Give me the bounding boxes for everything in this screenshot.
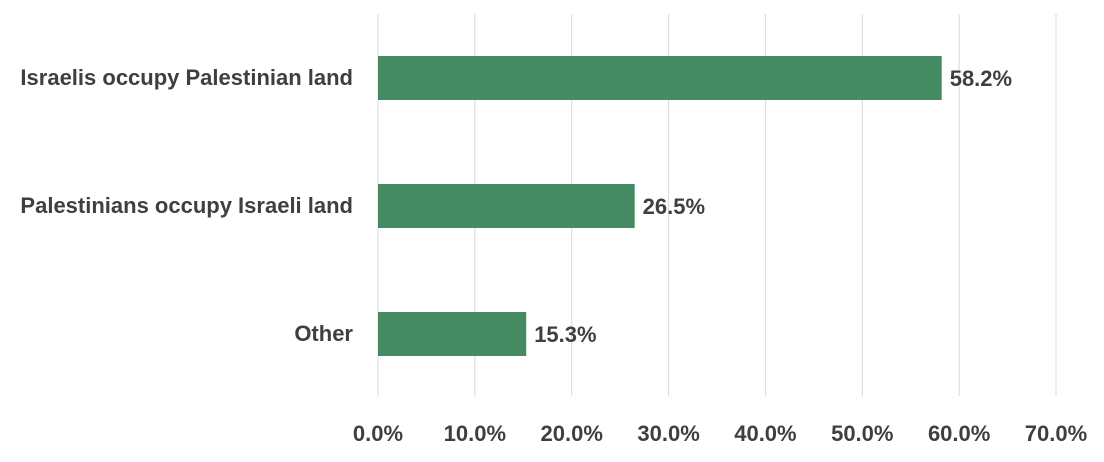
bar (378, 184, 635, 228)
x-tick-label: 20.0% (541, 421, 603, 446)
data-label: 58.2% (950, 66, 1012, 91)
category-labels: Israelis occupy Palestinian land Palestin… (20, 65, 353, 346)
x-tick-label: 10.0% (444, 421, 506, 446)
data-label: 15.3% (534, 322, 596, 347)
category-label: Palestinians occupy Israeli land (20, 193, 353, 218)
category-label: Israelis occupy Palestinian land (20, 65, 353, 90)
category-label: Other (294, 321, 353, 346)
data-labels: 58.2% 26.5% 15.3% (534, 66, 1012, 347)
data-label: 26.5% (643, 194, 705, 219)
bar (378, 312, 527, 356)
x-tick-label: 30.0% (637, 421, 699, 446)
x-tick-label: 0.0% (353, 421, 403, 446)
x-tick-labels: 0.0% 10.0% 20.0% 30.0% 40.0% 50.0% 60.0% 70.0% (353, 421, 1087, 446)
x-tick-label: 40.0% (734, 421, 796, 446)
bars (378, 56, 942, 356)
bar (378, 56, 942, 100)
x-tick-label: 60.0% (928, 421, 990, 446)
x-tick-label: 50.0% (831, 421, 893, 446)
x-tick-label: 70.0% (1025, 421, 1087, 446)
